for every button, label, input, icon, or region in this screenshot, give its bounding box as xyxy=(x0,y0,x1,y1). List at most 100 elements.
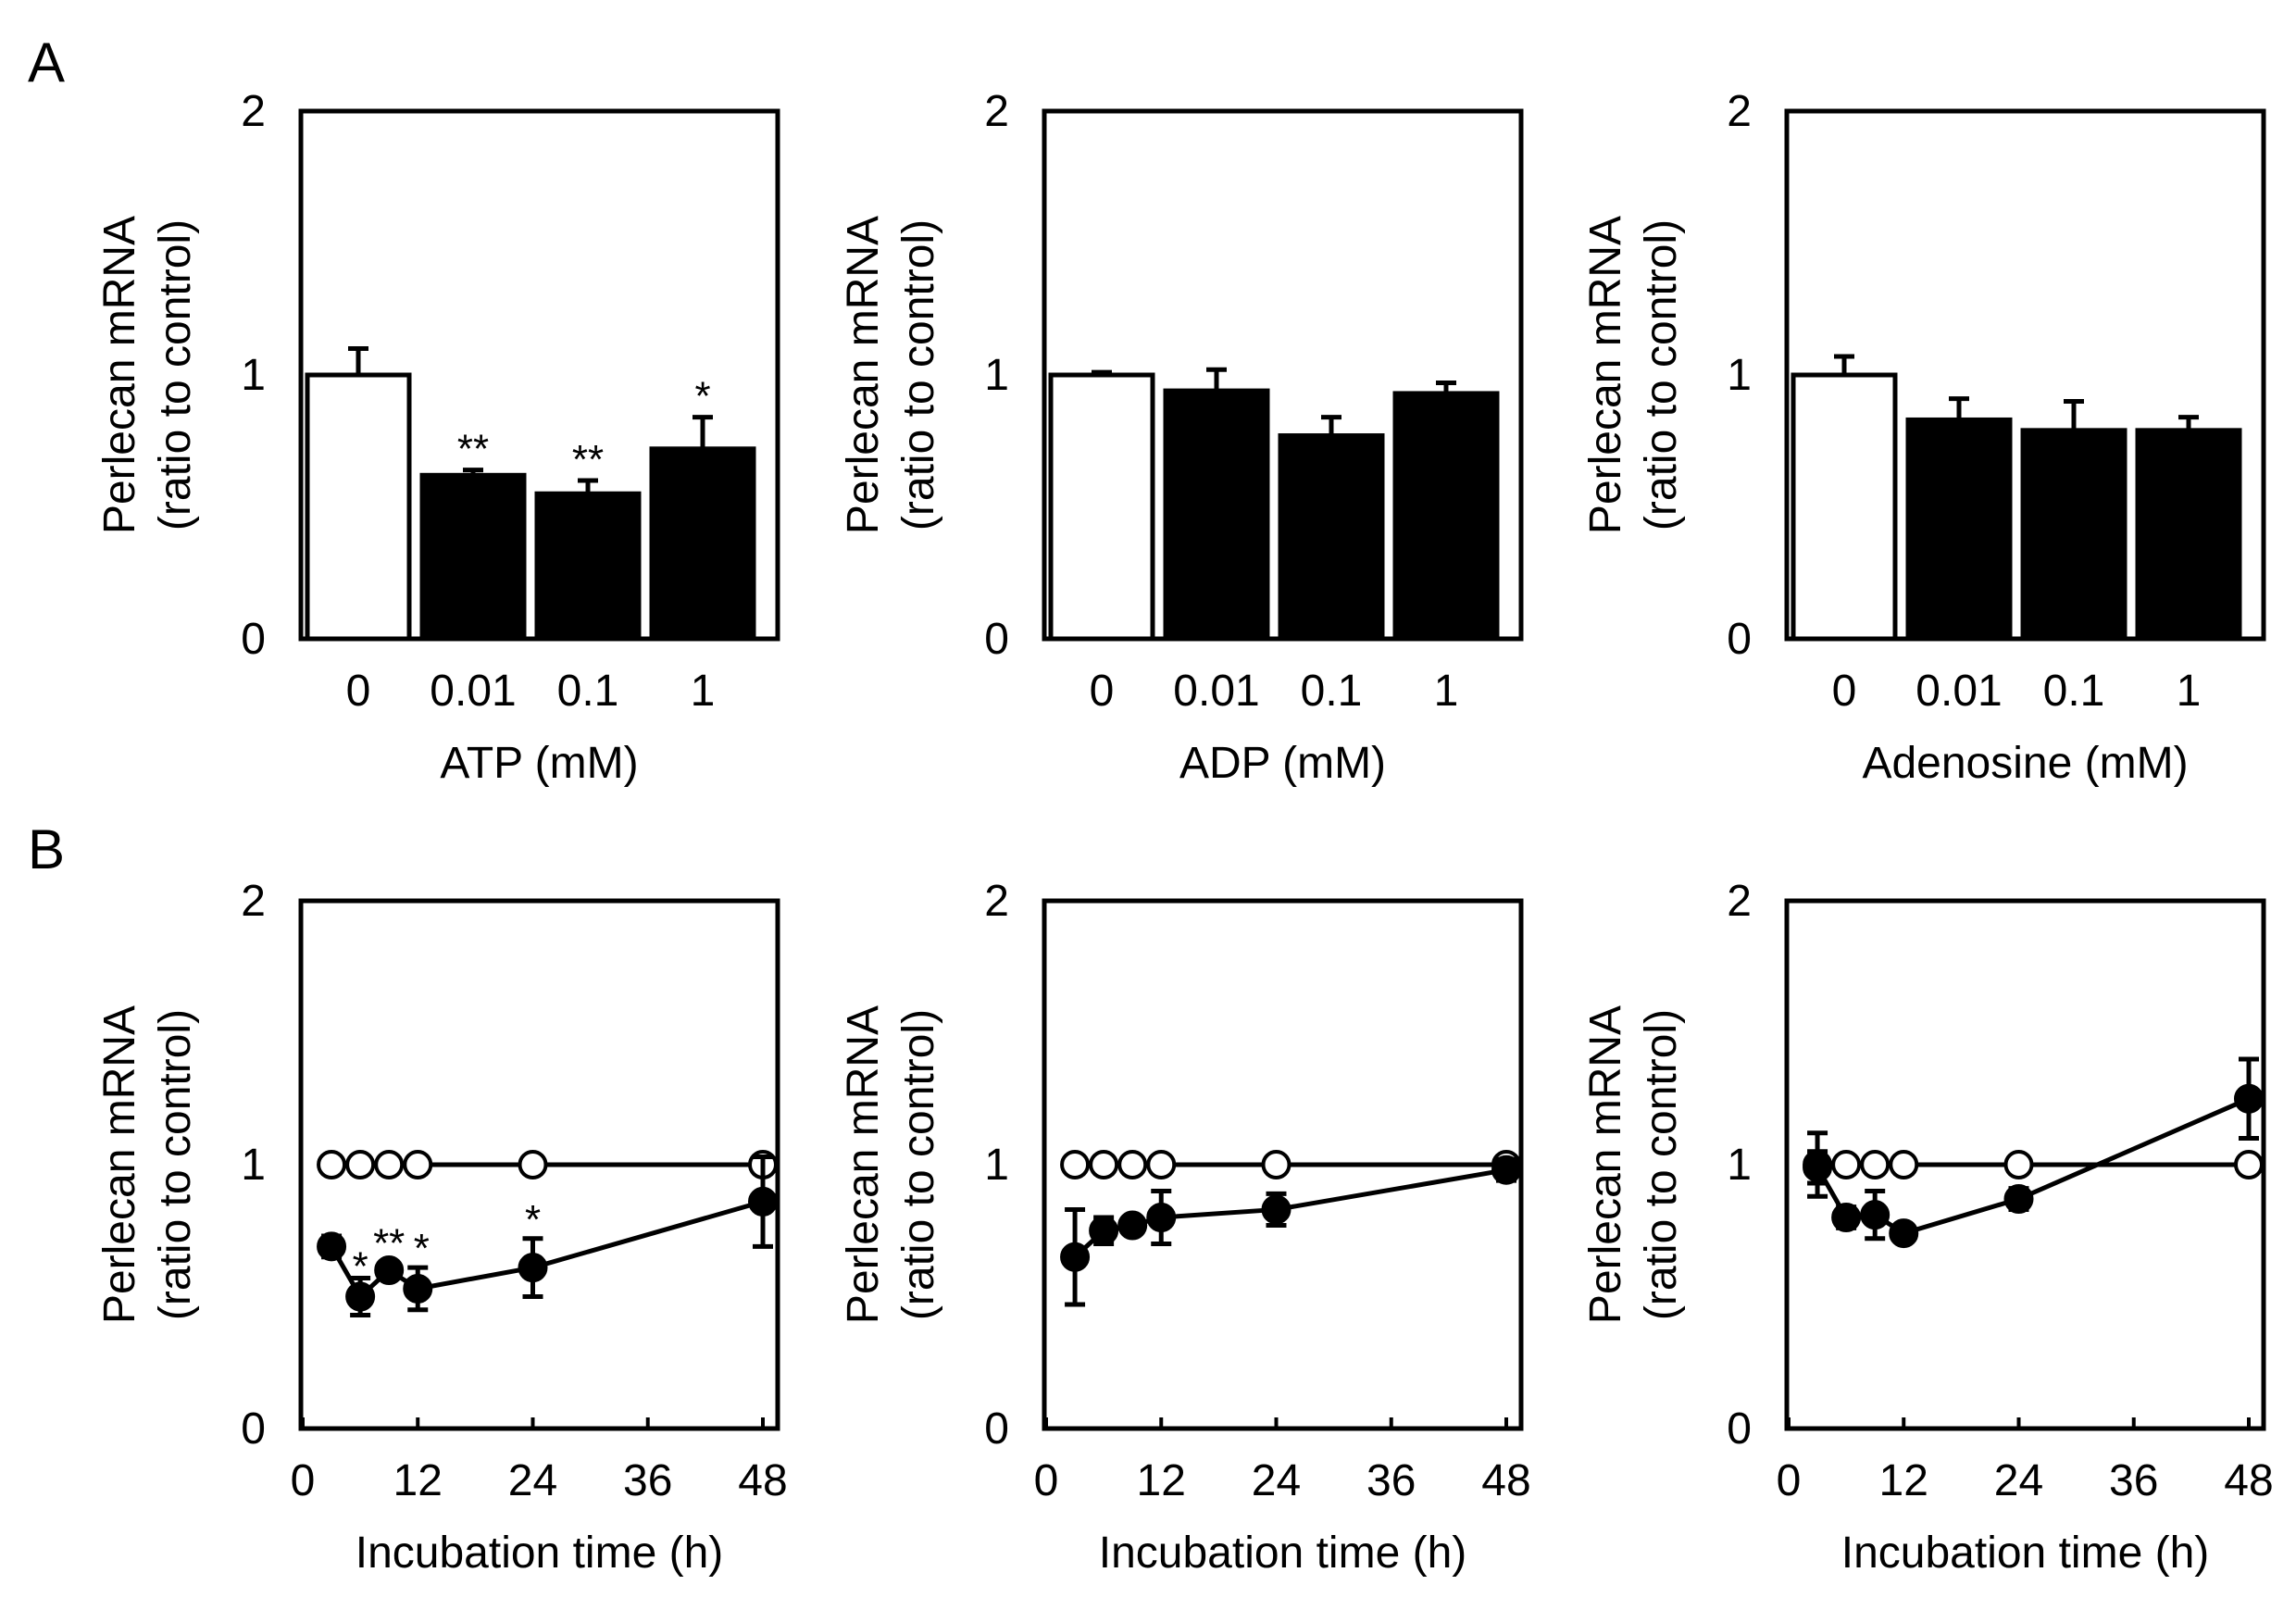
data-point-treated xyxy=(1860,1200,1890,1230)
data-point-control xyxy=(1117,1150,1148,1179)
x-tick-label: 24 xyxy=(508,1456,557,1505)
data-point-treated xyxy=(1491,1154,1521,1185)
data-point-treated xyxy=(1803,1152,1833,1182)
x-tick-label: 0.1 xyxy=(1301,667,1363,716)
plot-frame xyxy=(298,898,780,1431)
x-axis-label: ADP (mM) xyxy=(1179,739,1386,788)
bar xyxy=(305,372,412,642)
y-tick-label: 2 xyxy=(1727,87,1752,136)
chart-a1: 0 1 2 Perlecan mRNA (ratio to control) ATP (m… xyxy=(95,87,780,788)
y-axis-label: (ratio to control) xyxy=(1637,219,1686,530)
data-point-control xyxy=(1261,1150,1292,1179)
y-tick-label: 2 xyxy=(241,877,266,926)
y-tick-label: 0 xyxy=(1727,615,1752,664)
y-tick-label: 2 xyxy=(1727,877,1752,926)
y-axis-label: Perlecan mRNA xyxy=(95,216,144,534)
x-tick-label: 0.1 xyxy=(557,667,619,716)
data-point-control xyxy=(374,1150,405,1179)
x-tick-label: 0 xyxy=(1777,1456,1802,1505)
data-point-treated xyxy=(374,1255,405,1285)
plot-frame xyxy=(298,108,780,642)
data-point-control xyxy=(1089,1150,1119,1179)
data-point-control xyxy=(345,1150,376,1179)
data-point-treated xyxy=(1261,1194,1292,1225)
data-point-treated xyxy=(1889,1218,1919,1249)
significance-mark: * xyxy=(694,374,710,419)
y-axis-label: Perlecan mRNA xyxy=(839,1005,888,1324)
x-tick-label: 36 xyxy=(1366,1456,1416,1505)
bar xyxy=(2020,428,2128,642)
x-tick-label: 1 xyxy=(1434,667,1459,716)
data-point-treated xyxy=(2234,1083,2264,1114)
data-point-treated xyxy=(1060,1242,1091,1272)
significance-mark: * xyxy=(525,1197,541,1242)
chart-a3: 0 1 2 Perlecan mRNA (ratio to control) Adenos… xyxy=(1581,87,2266,788)
x-tick-label: 0.01 xyxy=(1173,667,1259,716)
plot-frame xyxy=(1042,898,1524,1431)
data-point-control xyxy=(1060,1150,1091,1179)
y-axis-label: (ratio to control) xyxy=(894,219,943,530)
data-point-treated xyxy=(345,1281,376,1312)
x-tick-label: 0 xyxy=(1034,1456,1059,1505)
x-tick-label: 0 xyxy=(1090,667,1115,716)
y-axis-label: (ratio to control) xyxy=(151,1009,200,1320)
x-tick-label: 24 xyxy=(1252,1456,1301,1505)
data-point-control xyxy=(317,1150,347,1179)
data-point-treated xyxy=(1089,1216,1119,1246)
y-axis-label: Perlecan mRNA xyxy=(95,1005,144,1324)
data-point-treated xyxy=(403,1273,433,1304)
bar xyxy=(1163,388,1270,642)
x-axis-label: Incubation time (h) xyxy=(356,1529,724,1578)
x-tick-label: 36 xyxy=(623,1456,672,1505)
data-point-treated xyxy=(1146,1203,1177,1232)
bar xyxy=(1278,433,1385,642)
x-tick-label: 12 xyxy=(1879,1456,1928,1505)
x-tick-label: 48 xyxy=(2224,1456,2273,1505)
data-point-treated xyxy=(518,1253,548,1283)
x-tick-label: 1 xyxy=(2177,667,2202,716)
bar xyxy=(534,491,642,642)
plot-frame xyxy=(1042,108,1524,642)
x-tick-label: 36 xyxy=(2109,1456,2158,1505)
data-point-treated xyxy=(1117,1210,1148,1241)
x-axis-label: ATP (mM) xyxy=(440,739,638,788)
y-tick-label: 2 xyxy=(984,877,1009,926)
chart-a2: 0 1 2 Perlecan mRNA (ratio to control) ADP (m… xyxy=(839,87,1524,788)
x-tick-label: 0 xyxy=(346,667,371,716)
significance-mark: ** xyxy=(373,1220,405,1266)
data-point-control xyxy=(403,1150,433,1179)
y-tick-label: 1 xyxy=(984,351,1009,400)
y-tick-label: 0 xyxy=(984,1404,1009,1454)
significance-mark: ** xyxy=(457,427,489,472)
x-tick-label: 12 xyxy=(1137,1456,1186,1505)
panel-letter-b: B xyxy=(28,818,65,880)
y-tick-label: 1 xyxy=(241,1141,266,1190)
x-tick-label: 48 xyxy=(738,1456,787,1505)
significance-mark: * xyxy=(414,1226,430,1271)
data-point-control xyxy=(1146,1150,1177,1179)
bar xyxy=(1791,372,1898,642)
data-point-control xyxy=(1831,1150,1862,1179)
x-axis-label: Incubation time (h) xyxy=(1841,1529,2210,1578)
bar xyxy=(1905,417,2013,642)
y-axis-label: (ratio to control) xyxy=(894,1009,943,1320)
y-tick-label: 0 xyxy=(241,615,266,664)
x-tick-label: 0 xyxy=(291,1456,316,1505)
x-tick-label: 48 xyxy=(1481,1456,1530,1505)
x-tick-label: 12 xyxy=(393,1456,443,1505)
y-tick-label: 1 xyxy=(1727,1141,1752,1190)
x-tick-label: 1 xyxy=(691,667,716,716)
x-tick-label: 24 xyxy=(1994,1456,2043,1505)
data-point-control xyxy=(1889,1150,1919,1179)
data-point-control xyxy=(2003,1150,2034,1179)
y-tick-label: 1 xyxy=(241,351,266,400)
y-tick-label: 1 xyxy=(984,1141,1009,1190)
y-axis-label: Perlecan mRNA xyxy=(839,216,888,534)
y-tick-label: 0 xyxy=(241,1404,266,1454)
x-tick-label: 0.01 xyxy=(1915,667,2002,716)
